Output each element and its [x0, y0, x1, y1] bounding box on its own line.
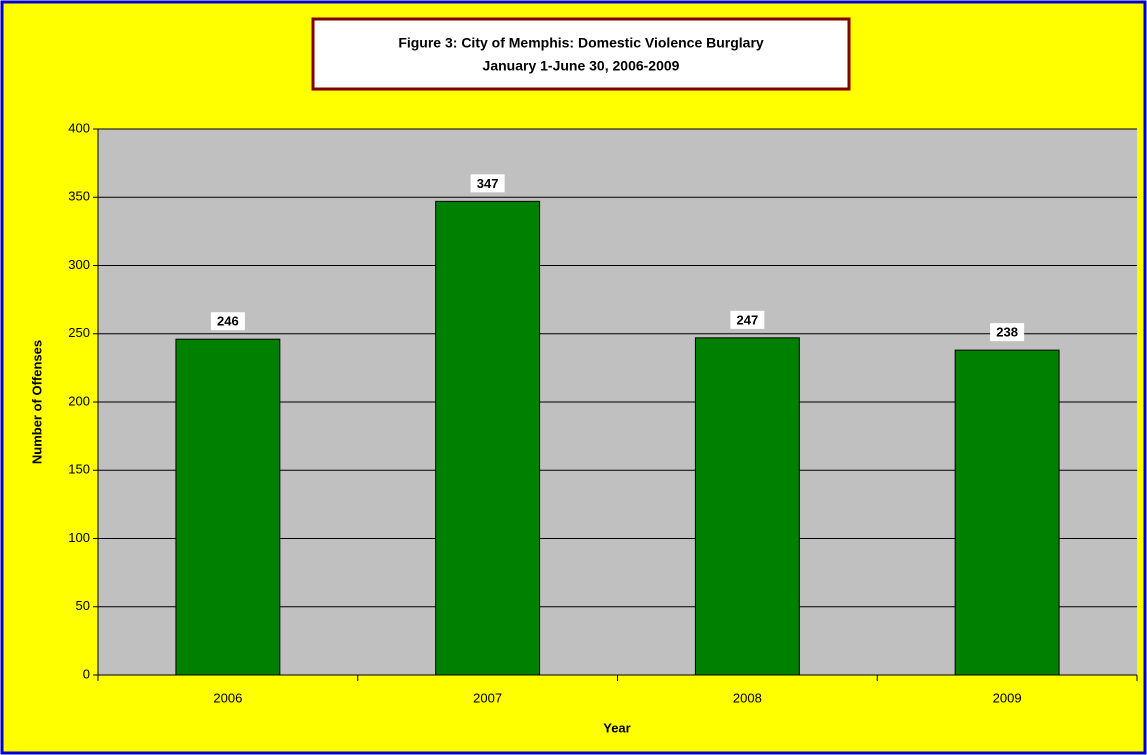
bar — [175, 338, 281, 676]
y-axis-label: Number of Offenses — [29, 340, 44, 464]
y-tick-label: 400 — [68, 120, 90, 135]
y-tick-label: 150 — [68, 462, 90, 477]
bar — [694, 337, 800, 676]
value-label-box — [990, 323, 1025, 342]
y-tick-label: 200 — [68, 393, 90, 408]
value-label: 238 — [996, 325, 1018, 340]
bar — [435, 200, 541, 676]
x-tick-label: 2009 — [993, 690, 1022, 705]
y-tick-label: 50 — [76, 598, 90, 613]
y-tick-label: 100 — [68, 530, 90, 545]
value-label-box — [210, 312, 245, 331]
y-tick-label: 350 — [68, 189, 90, 204]
y-tick-label: 300 — [68, 257, 90, 272]
y-tick-label: 0 — [83, 666, 90, 681]
title-box — [311, 17, 851, 91]
value-label-box — [470, 174, 505, 193]
value-label-box — [730, 310, 765, 329]
x-tick-label: 2008 — [733, 690, 762, 705]
x-tick-label: 2007 — [473, 690, 502, 705]
x-tick-label: 2006 — [213, 690, 242, 705]
value-label: 347 — [477, 176, 499, 191]
x-axis-label: Year — [603, 720, 630, 735]
bar — [954, 349, 1060, 676]
value-label: 246 — [217, 314, 239, 329]
chart-subtitle: January 1-June 30, 2006-2009 — [483, 58, 680, 74]
chart-title: Figure 3: City of Memphis: Domestic Viol… — [398, 35, 764, 51]
value-label: 247 — [737, 312, 759, 327]
y-tick-label: 250 — [68, 325, 90, 340]
